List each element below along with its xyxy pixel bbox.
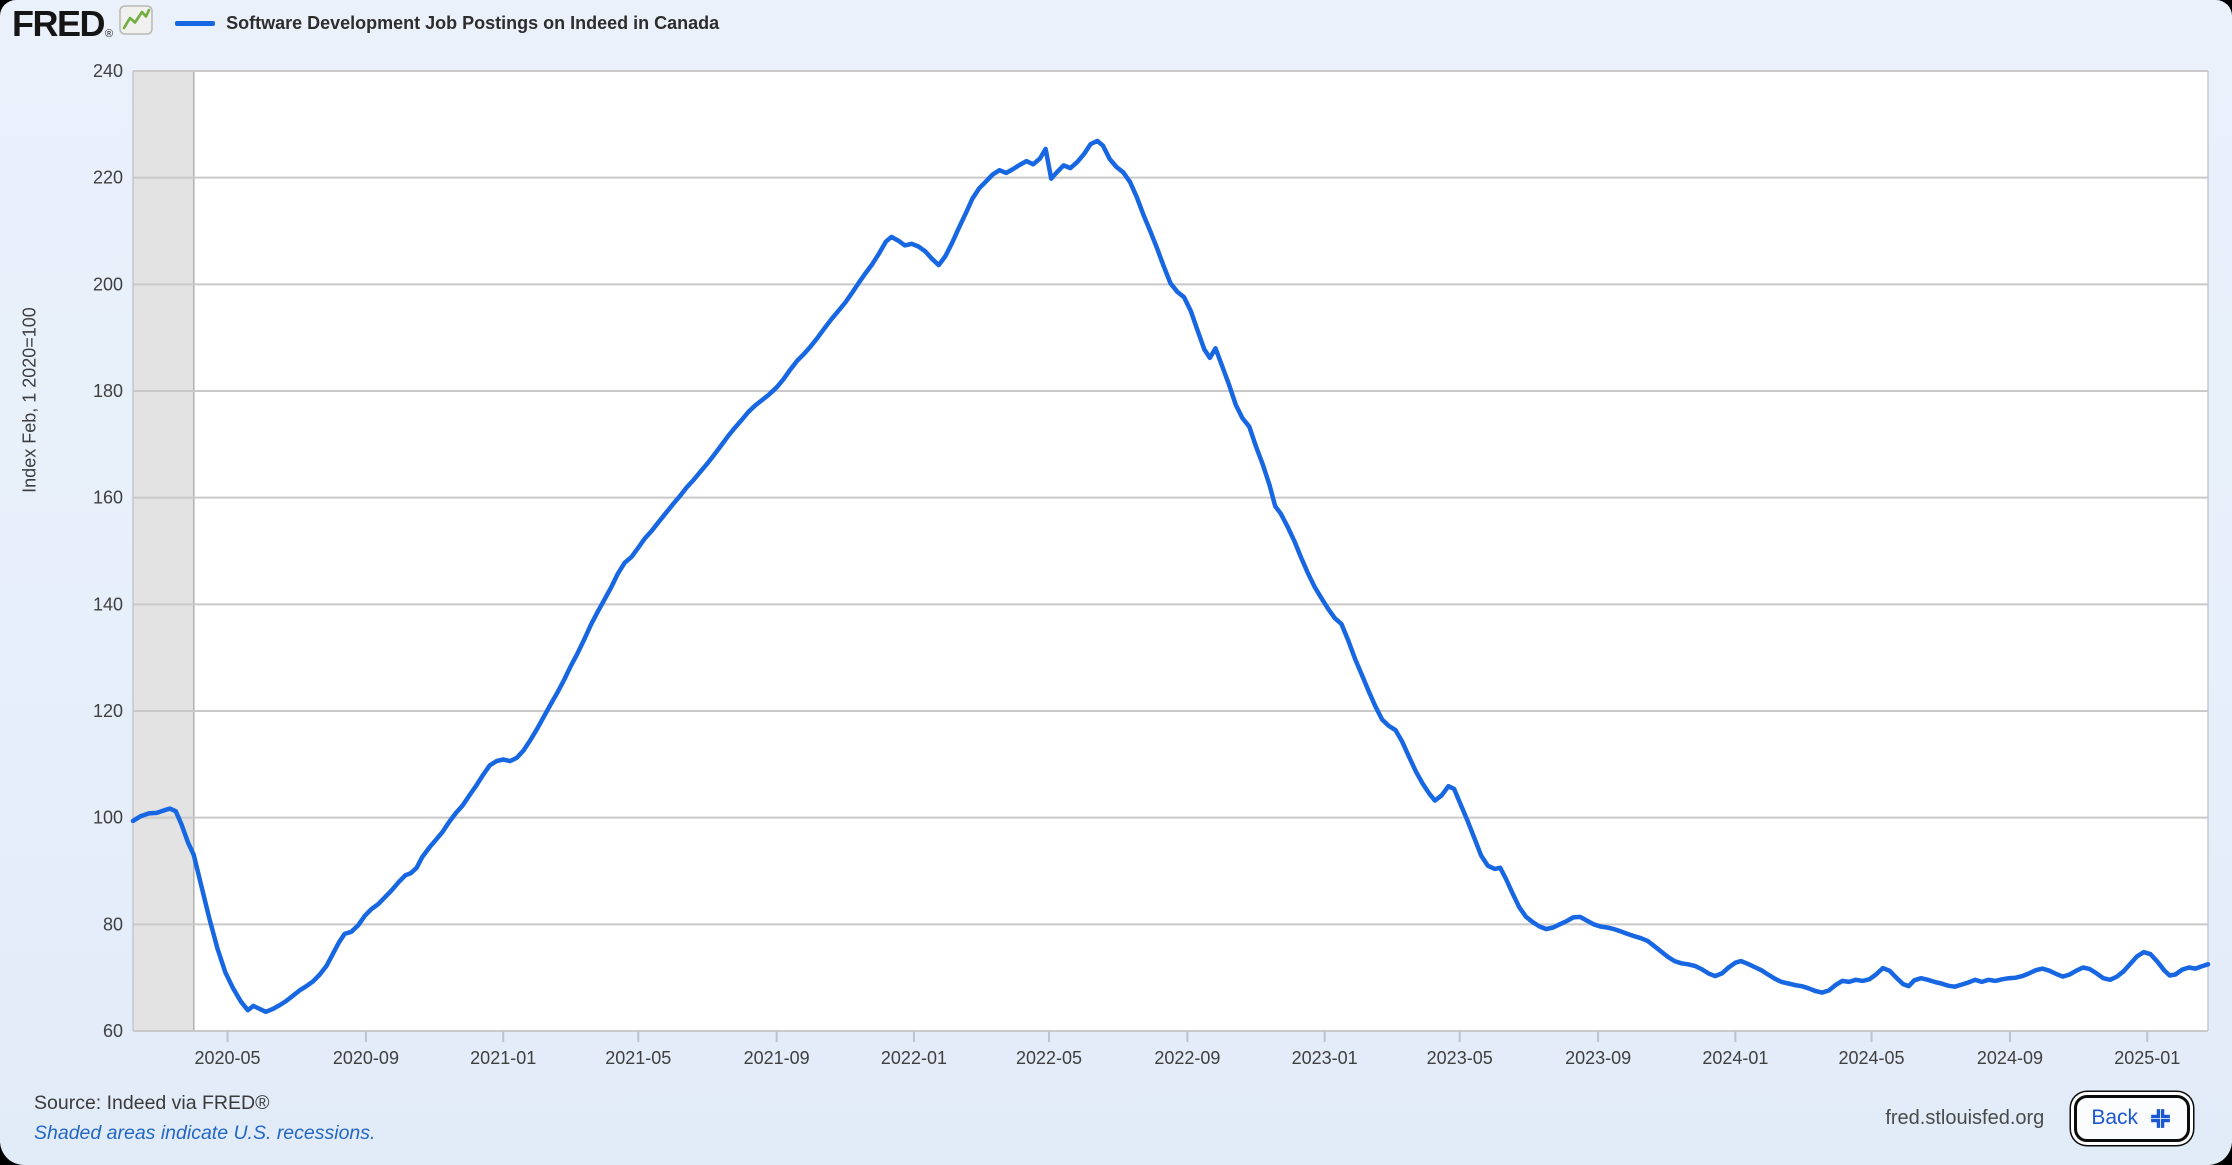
svg-text:160: 160 — [93, 488, 123, 508]
svg-text:80: 80 — [103, 914, 123, 934]
svg-text:2020-09: 2020-09 — [333, 1048, 399, 1068]
svg-text:200: 200 — [93, 274, 123, 294]
svg-text:140: 140 — [93, 594, 123, 614]
series-line — [130, 138, 2211, 1015]
svg-text:2024-01: 2024-01 — [1702, 1048, 1768, 1068]
y-axis-labels: 60 80 100 120 140 160 180 200 220 240 — [93, 61, 123, 1041]
svg-text:2021-01: 2021-01 — [470, 1048, 536, 1068]
compress-icon — [2148, 1106, 2173, 1131]
svg-text:2023-01: 2023-01 — [1292, 1048, 1358, 1068]
svg-text:180: 180 — [93, 381, 123, 401]
svg-text:2025-01: 2025-01 — [2114, 1048, 2180, 1068]
svg-text:100: 100 — [93, 808, 123, 828]
series-legend-swatch — [175, 20, 216, 26]
plot-area — [133, 71, 2208, 1031]
registered-mark: ® — [105, 27, 114, 40]
y-axis-title: Index Feb, 1 2020=100 — [19, 307, 40, 493]
fred-logo-text: FRED — [12, 2, 106, 44]
back-button[interactable]: Back — [2074, 1094, 2190, 1142]
source-block: Source: Indeed via FRED® Shaded areas in… — [34, 1092, 375, 1145]
source-note: Source: Indeed via FRED® — [34, 1091, 270, 1114]
x-axis-labels: 2020-05 2020-09 2021-01 2021-05 2021-09 2022-… — [194, 1048, 2180, 1068]
chart-footer: Source: Indeed via FRED® Shaded areas in… — [0, 1079, 2232, 1157]
x-axis-ticks — [226, 1031, 2149, 1042]
recession-band — [133, 71, 194, 1031]
chart-header: FRED ® Software Development Job Postings… — [12, 0, 719, 46]
fred-url: fred.stlouisfed.org — [1885, 1106, 2045, 1129]
fred-logo-chart-icon — [119, 4, 153, 40]
chart-legend: Software Development Job Postings on Ind… — [175, 13, 719, 34]
svg-text:2021-09: 2021-09 — [744, 1048, 810, 1068]
svg-text:2022-09: 2022-09 — [1154, 1048, 1220, 1068]
svg-text:2022-01: 2022-01 — [881, 1048, 947, 1068]
svg-text:2024-09: 2024-09 — [1977, 1048, 2043, 1068]
fred-logo[interactable]: FRED ® — [12, 2, 153, 44]
svg-text:2023-09: 2023-09 — [1565, 1048, 1631, 1068]
series-legend-label: Software Development Job Postings on Ind… — [226, 12, 720, 33]
svg-text:120: 120 — [93, 701, 123, 721]
svg-text:240: 240 — [93, 61, 123, 81]
svg-text:2021-05: 2021-05 — [605, 1048, 671, 1068]
svg-text:220: 220 — [93, 168, 123, 188]
svg-text:2023-05: 2023-05 — [1427, 1048, 1493, 1068]
recession-note-link[interactable]: Shaded areas indicate U.S. recessions. — [34, 1121, 376, 1144]
svg-text:2020-05: 2020-05 — [194, 1048, 260, 1068]
svg-text:2024-05: 2024-05 — [1839, 1048, 1905, 1068]
svg-text:2022-05: 2022-05 — [1016, 1048, 1082, 1068]
footer-right: fred.stlouisfed.org Back — [1885, 1094, 2194, 1142]
back-button-label: Back — [2091, 1106, 2138, 1129]
svg-text:60: 60 — [103, 1021, 123, 1041]
